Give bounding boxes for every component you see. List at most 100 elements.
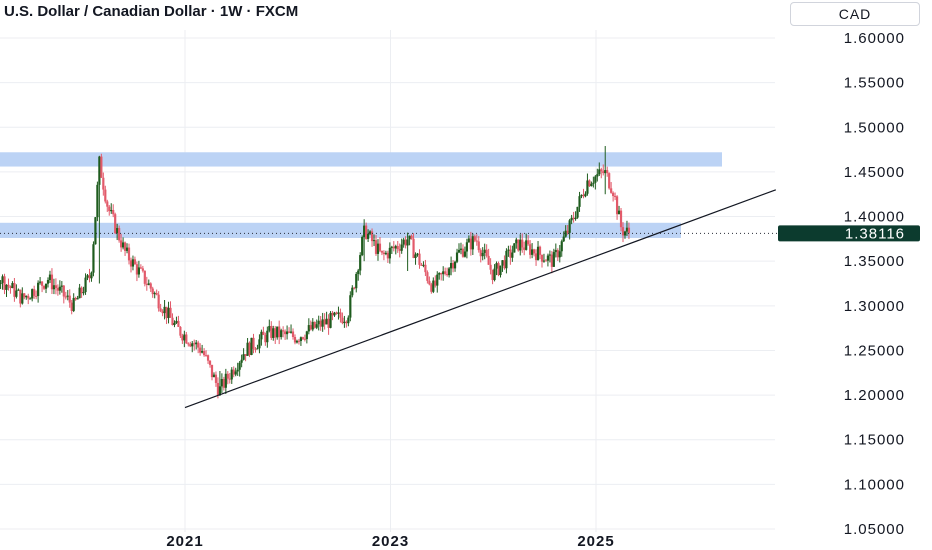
resistance-zone-lower: [0, 222, 681, 238]
candle-body: [598, 169, 601, 175]
candle-body: [33, 289, 36, 296]
candle-body: [596, 174, 599, 177]
candle-body: [64, 296, 67, 298]
time-axis[interactable]: 2021 2023 2025: [166, 533, 614, 550]
candle-body: [175, 320, 178, 323]
candle-body: [228, 378, 231, 380]
candle-body: [442, 271, 445, 275]
candle-body: [88, 275, 91, 279]
candle-body: [114, 214, 117, 234]
candle-body: [287, 331, 291, 333]
candle-body: [125, 247, 129, 251]
candle-body: [606, 170, 609, 174]
candle-body: [21, 293, 24, 304]
candle-body: [185, 334, 188, 344]
candle-body: [349, 295, 352, 318]
candle-body: [278, 326, 281, 338]
candle-body: [542, 260, 546, 262]
y-tick-label: 1.40000: [844, 209, 905, 226]
candle-body: [206, 355, 210, 361]
y-tick-label: 1.35000: [844, 253, 905, 270]
candle-body: [44, 283, 48, 289]
candle-body: [481, 252, 484, 257]
candle-body: [104, 189, 107, 202]
currency-selector[interactable]: CAD: [790, 2, 920, 26]
candle-body: [594, 176, 597, 183]
y-tick-label: 1.50000: [844, 119, 905, 136]
candle-body: [564, 230, 567, 237]
candle-body: [420, 264, 423, 266]
candle-body: [390, 246, 393, 248]
candle-body: [120, 240, 123, 248]
candle-body: [220, 379, 223, 387]
candle-body: [536, 246, 540, 261]
x-tick-label: 2021: [166, 533, 203, 550]
candle-body: [197, 342, 200, 348]
candle-body: [418, 253, 421, 265]
price-axis[interactable]: 1.60000 1.55000 1.50000 1.45000 1.40000 1.350…: [844, 30, 905, 538]
candle-body: [370, 231, 374, 242]
candle-body: [309, 325, 312, 330]
candle-body: [121, 242, 125, 248]
y-tick-label: 1.05000: [844, 521, 905, 538]
candle-body: [106, 201, 109, 207]
candle-body: [5, 284, 8, 290]
candle-body: [612, 192, 615, 197]
candle-body: [422, 264, 425, 266]
candle-body: [363, 225, 366, 237]
candle-body: [469, 238, 472, 250]
candle-body: [380, 250, 384, 253]
candle-body: [459, 248, 463, 250]
candle-body: [244, 354, 247, 356]
candle-body: [311, 321, 314, 330]
candle-body: [436, 274, 439, 286]
candle-body: [513, 243, 516, 253]
candle-body: [264, 334, 267, 343]
candle-body: [118, 228, 121, 241]
candle-body: [54, 285, 58, 288]
candle-body: [495, 263, 498, 269]
candle-body: [280, 330, 283, 338]
candle-body: [282, 330, 285, 332]
candle-body: [299, 337, 303, 342]
candle-body: [580, 194, 583, 197]
candle-body: [102, 177, 105, 190]
candle-body: [135, 264, 139, 275]
candle-body: [191, 343, 194, 347]
candle-body: [453, 261, 457, 269]
candle-body: [222, 379, 225, 388]
candle-body: [199, 347, 202, 353]
candle-body: [501, 260, 504, 266]
candle-body: [517, 239, 520, 251]
candle-body: [329, 312, 332, 328]
candle-body: [548, 254, 551, 256]
candle-body: [386, 252, 389, 259]
candle-body: [293, 336, 297, 343]
candle-body: [143, 270, 146, 284]
candle-body: [127, 247, 131, 261]
candle-body: [582, 194, 585, 197]
candle-body: [414, 254, 417, 258]
candle-body: [13, 283, 16, 297]
candle-body: [333, 312, 336, 316]
candle-body: [337, 312, 340, 314]
candle-body: [149, 283, 152, 289]
candle-body: [473, 236, 476, 241]
candle-body: [627, 227, 631, 234]
candle-body: [236, 369, 239, 372]
candle-body: [327, 318, 330, 328]
candle-body: [11, 283, 14, 289]
candle-body: [224, 373, 227, 388]
candle-body: [56, 287, 59, 291]
candle-body: [3, 276, 6, 290]
candle-body: [7, 284, 10, 287]
candle-body: [394, 246, 397, 249]
candle-body: [576, 206, 579, 218]
candle-body: [461, 248, 465, 257]
candle-body: [359, 255, 362, 271]
candle-body: [195, 342, 198, 345]
candle-body: [619, 210, 623, 228]
candle-body: [446, 273, 449, 276]
candle-body: [116, 228, 119, 234]
